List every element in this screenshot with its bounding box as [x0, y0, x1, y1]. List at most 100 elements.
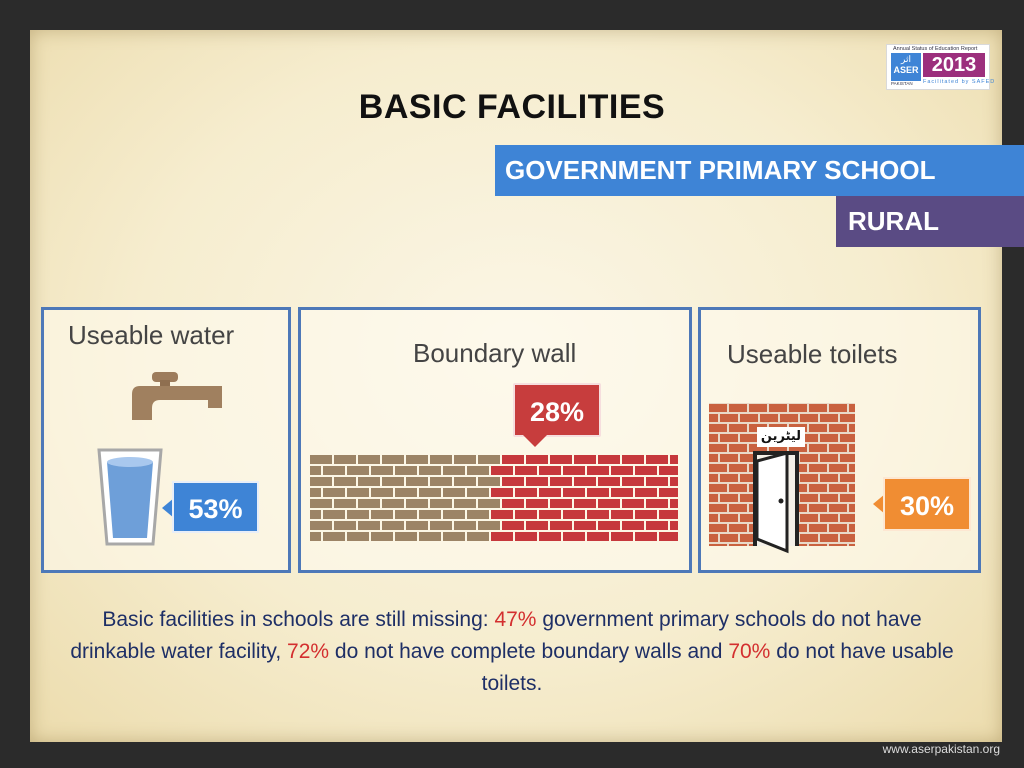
brick: [598, 455, 620, 464]
brick: [809, 404, 827, 412]
brick: [622, 477, 644, 486]
caption-value-wall: 72%: [287, 640, 330, 663]
brick: [467, 510, 489, 519]
brick: [491, 488, 513, 497]
brick: [334, 477, 356, 486]
brick: [646, 477, 668, 486]
brick: [729, 544, 747, 546]
brick: [849, 404, 855, 412]
brick: [849, 484, 855, 492]
door-leaf: [755, 451, 789, 554]
brick: [526, 455, 548, 464]
brick: [809, 464, 827, 472]
brick: [419, 466, 441, 475]
brick: [526, 521, 548, 530]
brick: [310, 466, 321, 475]
brick: [310, 499, 332, 508]
caption-part-3: do not have complete boundary walls and: [329, 640, 729, 663]
subtitle-band: GOVERNMENT PRIMARY SCHOOL: [495, 145, 1024, 196]
brick: [709, 514, 718, 522]
brick: [587, 466, 609, 475]
caption-value-toilets: 70%: [728, 640, 771, 663]
brick: [467, 488, 489, 497]
brick: [709, 524, 727, 532]
brick: [820, 534, 838, 542]
brick: [622, 499, 644, 508]
brick: [406, 477, 428, 486]
brick: [740, 494, 758, 502]
brick: [800, 474, 818, 482]
brick: [840, 534, 855, 542]
toilet-door-icon: [709, 403, 855, 554]
brick: [454, 521, 476, 530]
brick: [829, 444, 847, 452]
brick: [780, 414, 798, 422]
brick: [310, 532, 321, 541]
brick: [430, 521, 452, 530]
brick: [467, 466, 489, 475]
logo-facilitated: Facilitated by SAFED: [923, 79, 996, 85]
summary-caption: Basic facilities in schools are still mi…: [60, 604, 964, 700]
brick: [809, 504, 827, 512]
brick: [491, 532, 513, 541]
brick: [840, 514, 855, 522]
brick: [740, 414, 758, 422]
brick: [563, 488, 585, 497]
brick: [323, 510, 345, 519]
brick-wall-icon: [310, 455, 678, 541]
brick: [515, 488, 537, 497]
brick: [849, 444, 855, 452]
brick: [659, 466, 678, 475]
brick: [670, 499, 678, 508]
brick: [611, 466, 633, 475]
toilet-sign: لیٹرین: [757, 427, 805, 447]
brick: [347, 466, 369, 475]
brick: [347, 510, 369, 519]
brick: [840, 434, 855, 442]
brick: [430, 499, 452, 508]
brick: [395, 510, 417, 519]
brick: [749, 444, 767, 452]
brick: [371, 466, 393, 475]
logo-year: 2013: [923, 53, 985, 77]
brick: [635, 466, 657, 475]
brick: [382, 499, 404, 508]
brick: [395, 488, 417, 497]
brick: [550, 477, 572, 486]
brick: [563, 532, 585, 541]
brick: [670, 477, 678, 486]
brick: [820, 514, 838, 522]
brick: [729, 424, 747, 432]
brick: [406, 499, 428, 508]
brick: [358, 477, 380, 486]
brick: [849, 504, 855, 512]
brick: [515, 532, 537, 541]
brick: [347, 532, 369, 541]
brick: [820, 494, 838, 502]
logo-urdu: اثر: [901, 54, 911, 64]
brick: [749, 404, 767, 412]
brick: [800, 514, 818, 522]
brick: [550, 455, 572, 464]
brick: [820, 474, 838, 482]
brick: [539, 532, 561, 541]
brick: [709, 474, 718, 482]
brick: [574, 455, 596, 464]
brick: [539, 488, 561, 497]
brick: [829, 504, 847, 512]
brick: [323, 466, 345, 475]
logo-country: PAKISTAN: [891, 81, 913, 86]
brick: [310, 521, 332, 530]
brick: [769, 404, 787, 412]
brick: [740, 454, 758, 462]
brick: [720, 414, 738, 422]
door-handle: [778, 498, 784, 504]
page-title: BASIC FACILITIES: [358, 88, 666, 126]
brick: [358, 521, 380, 530]
brick: [849, 524, 855, 532]
brick: [526, 499, 548, 508]
brick: [740, 434, 758, 442]
brick: [709, 494, 718, 502]
brick: [574, 499, 596, 508]
panel-toilets-title: Useable toilets: [727, 339, 898, 369]
